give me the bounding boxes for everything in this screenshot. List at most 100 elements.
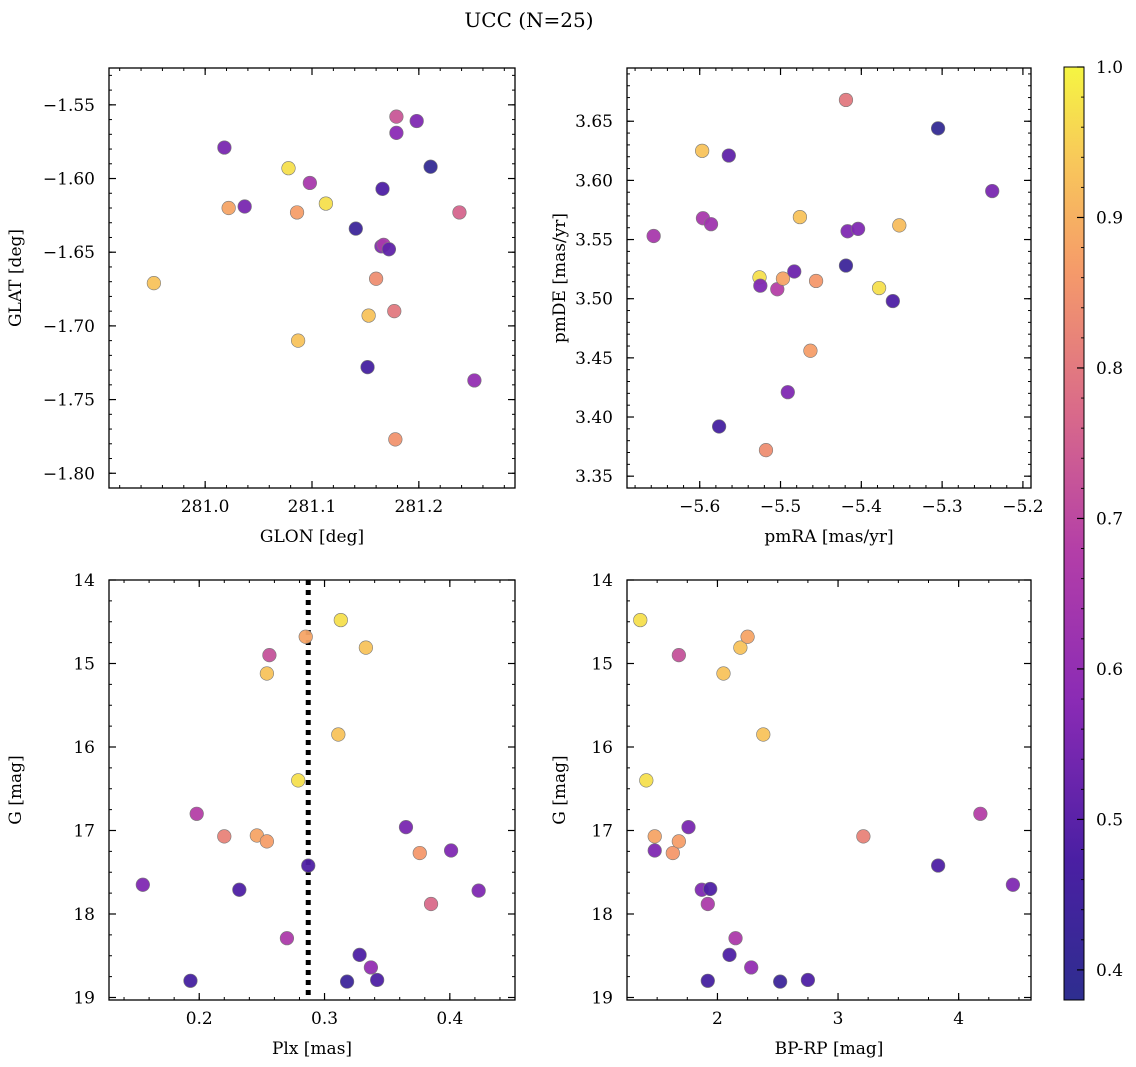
scatter-point: [885, 293, 900, 309]
y-tick-label: 3.40: [575, 408, 613, 428]
scatter-point: [775, 271, 791, 286]
scatter-point: [773, 974, 788, 989]
scatter-point: [333, 612, 348, 628]
scatter-point: [443, 843, 459, 858]
scatter-point: [930, 121, 946, 136]
scatter-point: [146, 276, 161, 291]
scatter-point: [135, 877, 150, 892]
scatter-point: [700, 896, 715, 912]
scatter-point: [758, 443, 774, 458]
scatter-point: [452, 205, 467, 220]
panel-glon-glat: 281.0 281.1 281.2 −1.55 −1.60 −1.65 −1.70 −1.75…: [6, 67, 516, 547]
scatter-point: [733, 640, 748, 655]
axes-frame: [626, 579, 1032, 1001]
x-tick-label: 3: [833, 1009, 844, 1029]
x-tick-label: −5.3: [921, 497, 962, 517]
scatter-point: [389, 109, 404, 124]
scatter-point: [712, 419, 727, 434]
colorbar-tick-label: 0.6: [1096, 660, 1123, 680]
scatter-point: [291, 333, 306, 348]
y-axis-label: GLAT [deg]: [6, 229, 26, 327]
scatter-point: [681, 820, 696, 835]
scatter-point: [753, 278, 768, 293]
scatter-point: [375, 181, 390, 196]
y-tick-label: −1.80: [43, 464, 95, 484]
scatter-point: [352, 947, 367, 963]
scatter-point: [279, 931, 295, 946]
x-tick-label: −5.5: [760, 497, 801, 517]
y-tick-label: 15: [73, 654, 95, 674]
x-tick-label: 0.4: [436, 1009, 463, 1029]
scatter-point: [703, 217, 719, 232]
axes-frame: [108, 67, 516, 489]
scatter-point: [289, 205, 305, 220]
scatter-point: [647, 829, 662, 844]
scatter-point: [721, 148, 736, 163]
scatter-point: [700, 973, 715, 988]
scatter-point: [892, 218, 907, 233]
x-axis-label: Plx [mas]: [272, 1039, 352, 1059]
scatter-point: [358, 640, 373, 655]
scatter-point: [871, 280, 887, 296]
scatter-point: [973, 806, 988, 821]
y-tick-label: 19: [591, 988, 613, 1008]
y-tick-label: 3.45: [575, 349, 613, 369]
scatter-point: [409, 113, 424, 129]
scatter-point: [633, 612, 648, 628]
scatter-point: [471, 883, 486, 898]
x-tick-label: 2: [712, 1009, 723, 1029]
scatter-point: [756, 727, 771, 742]
y-tick-label: −1.75: [43, 391, 95, 411]
axes-frame: [626, 67, 1032, 489]
scatter-point: [217, 140, 232, 155]
scatter-point: [237, 199, 252, 214]
scatter-point: [780, 385, 795, 400]
scatter-point: [703, 881, 718, 897]
x-tick-label: 281.0: [181, 497, 230, 517]
scatter-point: [363, 960, 378, 975]
scatter-point: [259, 666, 274, 681]
y-tick-label: 14: [73, 571, 95, 591]
scatter-point: [183, 973, 198, 988]
colorbar-tick-label: 0.9: [1096, 208, 1123, 228]
y-tick-label: 17: [591, 821, 613, 841]
scatter-point: [800, 972, 815, 988]
scatter-point: [856, 829, 871, 844]
y-tick-label: −1.70: [43, 317, 95, 337]
colorbar: 0.4 0.5 0.6 0.7 0.8 0.9 1.0: [1063, 58, 1123, 1001]
scatter-point: [369, 271, 384, 286]
x-tick-label: −5.6: [679, 497, 720, 517]
scatter-point: [838, 258, 854, 273]
scatter-point: [217, 829, 232, 844]
scatter-point: [388, 432, 403, 447]
scatter-point: [259, 834, 274, 849]
scatter-point: [348, 221, 363, 236]
x-tick-label: 0.2: [186, 1009, 213, 1029]
x-tick-label: 0.3: [311, 1009, 338, 1029]
scatter-point: [360, 360, 375, 375]
x-tick-label: 4: [953, 1009, 964, 1029]
scatter-point: [808, 273, 824, 289]
x-axis-label: BP-RP [mag]: [775, 1039, 884, 1059]
y-tick-label: 14: [591, 571, 613, 591]
x-tick-label: 281.2: [395, 497, 444, 517]
y-axis-label: G [mag]: [6, 755, 26, 824]
panel-plx-g: 0.2 0.3 0.4 14 15 16 17 18 19 Plx [mas] G [mag]: [6, 571, 516, 1059]
y-tick-label: −1.65: [43, 243, 95, 263]
scatter-point: [744, 960, 759, 975]
x-axis-label: pmRA [mas/yr]: [764, 527, 893, 547]
y-axis-label: G [mag]: [550, 755, 570, 824]
scatter-point: [647, 843, 662, 858]
scatter-point: [803, 343, 818, 358]
colorbar-tick-label: 0.5: [1096, 810, 1123, 830]
y-tick-label: 15: [591, 654, 613, 674]
x-tick-label: −5.2: [1002, 497, 1043, 517]
y-tick-label: 19: [73, 988, 95, 1008]
scatter-point: [850, 221, 866, 237]
scatter-point: [423, 896, 439, 912]
scatter-point: [370, 972, 385, 988]
scatter-point: [695, 143, 710, 158]
scatter-point: [291, 773, 306, 788]
panel-pmra-pmde: −5.6 −5.5 −5.4 −5.3 −5.2 3.35 3.40 3.45 3.50 3.55…: [550, 67, 1044, 547]
